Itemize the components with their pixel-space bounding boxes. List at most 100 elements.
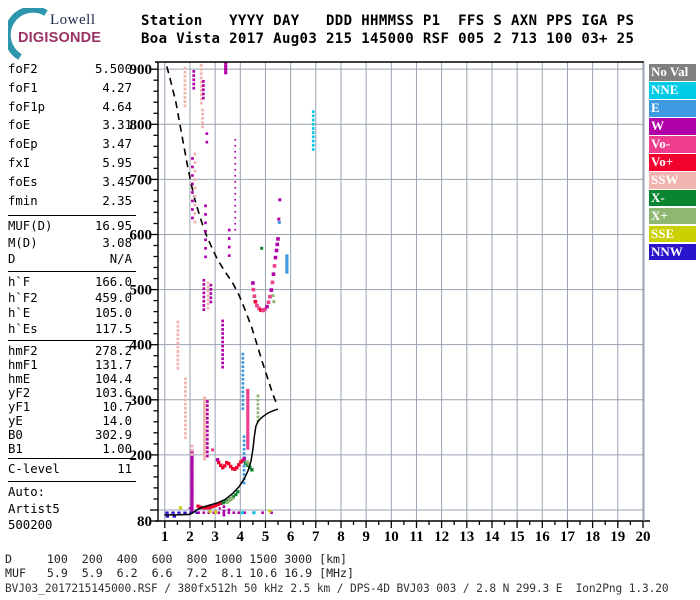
parameter-row: foF1 4.27 [8,81,132,100]
parameter-label: hmE [8,372,31,387]
parameter-label: h`F2 [8,290,38,305]
panel-group: h`F 166.0 h`F2 459.0 h`E 105.0 h`Es 117.5 [8,275,132,337]
legend-item-X+: X+ [649,207,696,225]
logo-digisonde-text: DIGISONDE [18,30,102,46]
parameter-row: hmF1 131.7 [8,358,132,372]
parameter-row: hmE 104.4 [8,372,132,386]
logo-lowell-text: Lowell [50,12,96,28]
parameter-row: h`F 166.0 [8,275,132,291]
parameter-row: Auto: [8,485,132,501]
x-tick-label: 7 [312,529,320,545]
y-tick-label: 700 [130,172,153,188]
parameter-row: M(D) 3.08 [8,236,132,252]
parameter-value: 103.6 [94,385,132,400]
parameter-value: 5.500 [94,62,132,76]
panel-group: Auto: Artist5 500200 [8,485,132,534]
parameter-value: 10.7 [102,399,132,414]
parameter-label: B1 [8,441,23,456]
parameter-value: 104.4 [94,372,132,387]
parameter-value: 105.0 [94,306,132,321]
parameter-row: Artist5 [8,502,132,518]
parameter-label: Artist5 [8,501,60,516]
legend-item-W: W [649,117,696,135]
parameter-label: hmF1 [8,358,38,373]
parameter-row: fxI 5.95 [8,156,132,175]
x-tick-label: 6 [287,529,295,545]
parameter-label: B0 [8,427,23,442]
parameter-row: C-level 11 [8,462,132,478]
parameter-value: 3.08 [102,235,132,250]
panel-divider [8,481,136,483]
parameter-label: h`Es [8,321,38,336]
station-header-line2: Boa Vista 2017 Aug03 215 145000 RSF 005 … [141,31,635,47]
x-tick-label: 17 [560,529,576,545]
parameter-label: yF1 [8,399,31,414]
legend-item-Vo-: Vo- [649,135,696,153]
x-tick-label: 1 [161,529,169,545]
panel-group: foF2 5.500 foF1 4.27 foF1p 4.64 foE 3.31 foEp 3.4… [8,62,132,212]
parameter-label: C-level [8,462,60,477]
panel-divider [8,458,136,460]
y-tick-label: 200 [130,448,153,464]
y-tick-label: 600 [130,228,153,244]
parameter-value: 302.9 [94,427,132,442]
y-tick-label: 400 [130,338,153,354]
parameter-value: 1.00 [102,441,132,456]
parameter-label: h`E [8,306,31,321]
parameter-row: D N/A [8,252,132,268]
direction-legend: No Val NNE E W Vo- Vo+ SSW X- X+ SSE NNW [649,64,696,262]
parameter-label: foF2 [8,62,38,76]
parameter-label: yE [8,413,23,428]
station-header-line1: Station YYYY DAY DDD HHMMSS P1 FFS S AXN… [141,13,635,29]
legend-item-NoVal: No Val [649,64,696,81]
legend-item-NNE: NNE [649,81,696,99]
parameter-label: D [8,251,16,266]
parameter-row: foF1p 4.64 [8,100,132,119]
parameter-value: 131.7 [94,358,132,373]
parameter-value: 4.27 [102,80,132,95]
parameter-value: 16.95 [94,219,132,234]
parameter-row: fmin 2.35 [8,194,132,213]
x-tick-label: 14 [485,529,501,545]
parameter-row: h`E 105.0 [8,306,132,322]
legend-item-NNW: NNW [649,243,696,261]
x-tick-label: 8 [337,529,345,545]
x-tick-label: 18 [585,529,600,545]
digisonde-logo: Lowell DIGISONDE [6,6,131,60]
legend-item-X-: X- [649,189,696,207]
parameter-value: 459.0 [94,290,132,305]
parameter-value: 3.47 [102,137,132,152]
parameter-label: fmin [8,193,38,208]
parameter-panel: foF2 5.500 foF1 4.27 foF1p 4.64 foE 3.31 foEp 3.4… [8,62,136,534]
x-tick-label: 4 [237,529,245,545]
x-tick-label: 9 [362,529,370,545]
parameter-label: Auto: [8,485,46,500]
y-tick-label: 300 [130,393,153,409]
legend-item-SSW: SSW [649,171,696,189]
legend-item-E: E [649,99,696,117]
panel-group: C-level 11 [8,462,132,478]
parameter-value: 5.95 [102,155,132,170]
parameter-label: 500200 [8,517,53,532]
y-tick-label: 500 [130,283,153,299]
parameter-value: 3.45 [102,174,132,189]
parameter-value: 11 [117,462,132,477]
x-tick-label: 16 [535,529,551,545]
parameter-row: hmF2 278.2 [8,344,132,358]
legend-item-SSE: SSE [649,225,696,243]
parameter-label: foE [8,118,31,133]
parameter-row: 500200 [8,518,132,534]
panel-divider [8,340,136,342]
parameter-row: MUF(D) 16.95 [8,219,132,235]
x-tick-label: 3 [211,529,219,545]
parameter-row: B1 1.00 [8,442,132,456]
x-tick-label: 19 [610,529,625,545]
x-tick-label: 10 [384,529,399,545]
y-tick-label: 800 [130,117,153,133]
panel-divider [8,215,136,217]
x-tick-label: 5 [262,529,270,545]
parameter-row: B0 302.9 [8,428,132,442]
parameter-value: 14.0 [102,413,132,428]
